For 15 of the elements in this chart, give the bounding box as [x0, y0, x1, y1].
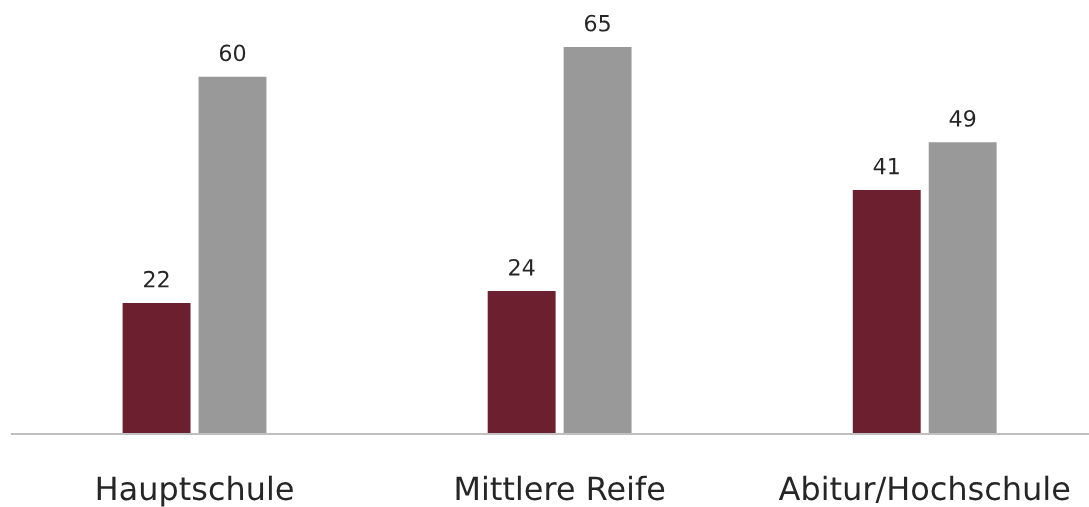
bar	[563, 47, 632, 434]
data-label: 41	[873, 157, 899, 175]
bar	[487, 291, 556, 434]
x-tick-label: Abitur/Hochschule	[778, 475, 1070, 503]
data-label: 65	[585, 14, 610, 32]
bar	[198, 76, 267, 434]
x-tick-label: Hauptschule	[97, 475, 293, 507]
bar	[928, 142, 997, 434]
data-label: 22	[144, 270, 169, 288]
data-label: 49	[949, 110, 976, 127]
bar	[122, 303, 191, 434]
x-tick-label: Mittlere Reife	[456, 475, 665, 501]
bar	[852, 189, 921, 434]
data-label: 60	[219, 44, 246, 62]
data-label: 24	[509, 258, 535, 276]
